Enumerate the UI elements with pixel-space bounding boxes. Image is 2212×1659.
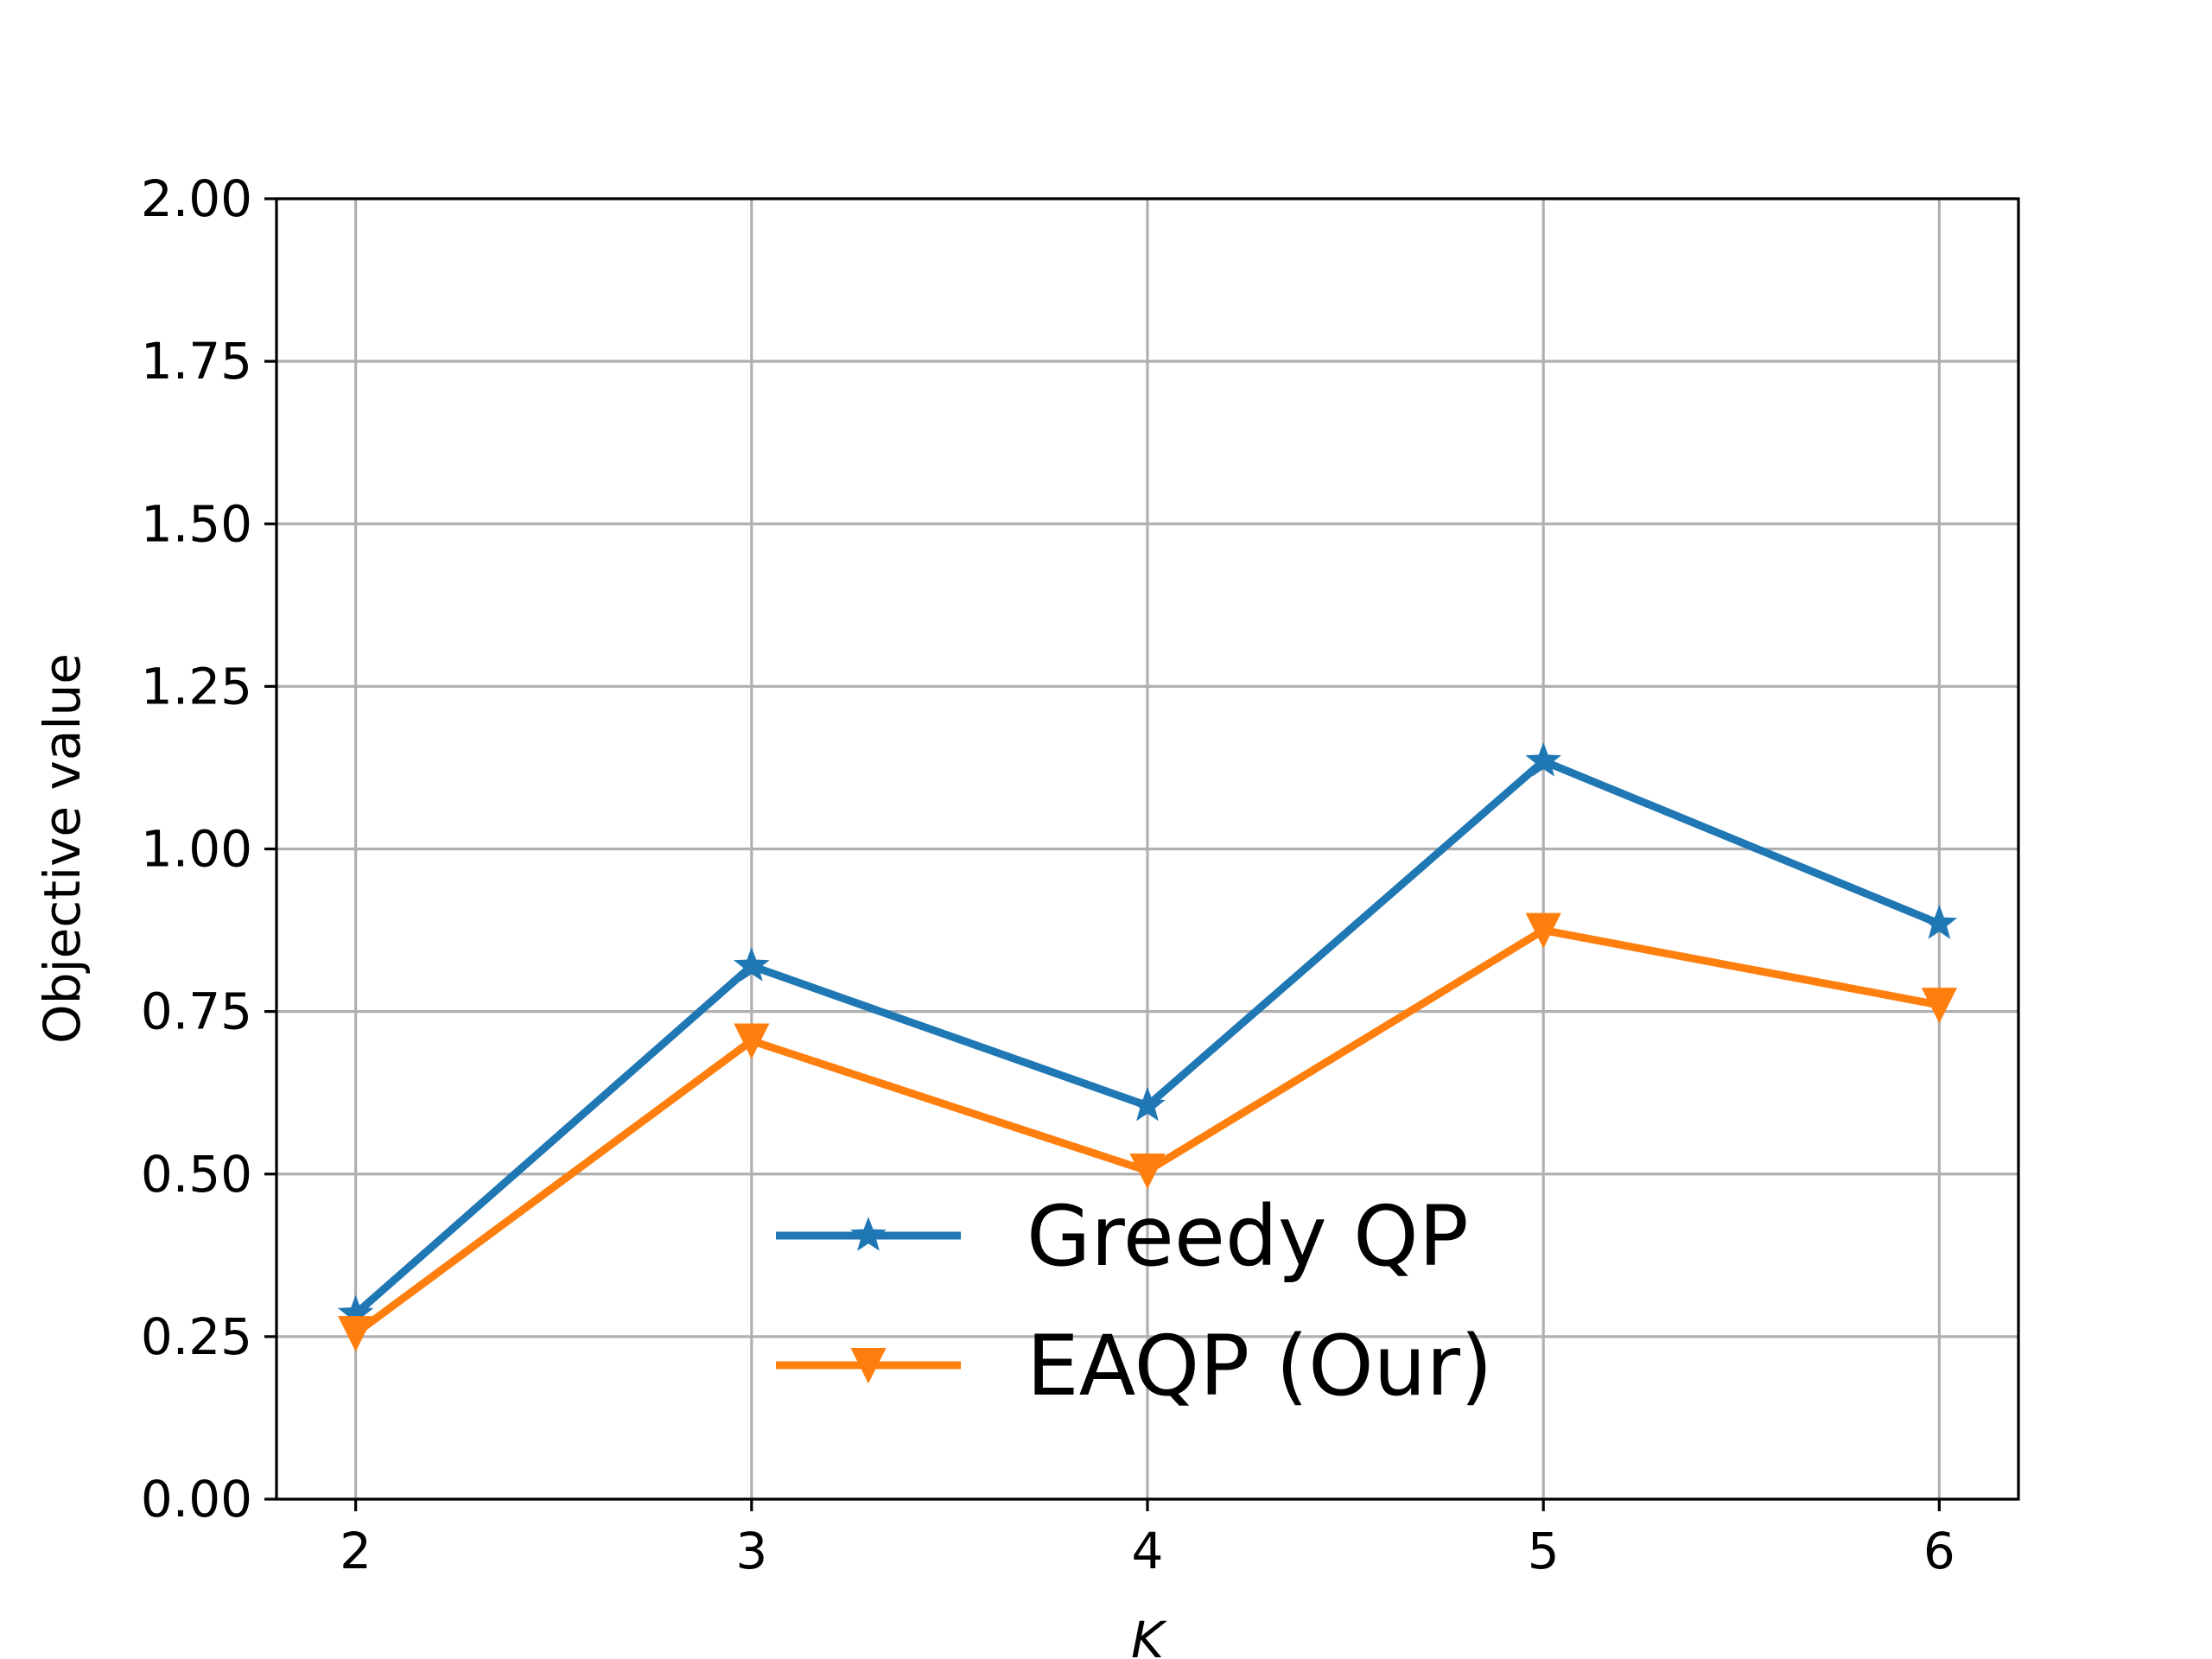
legend-label: EAQP (Our) <box>1027 1318 1492 1414</box>
x-tick-label: 5 <box>1528 1522 1560 1580</box>
y-tick-label: 1.00 <box>141 820 252 879</box>
legend: Greedy QP EAQP (Our) <box>776 1188 1492 1414</box>
series-2 <box>338 912 1957 1352</box>
x-tick-label: 6 <box>1923 1522 1955 1580</box>
data-point <box>1129 1086 1166 1122</box>
y-tick-label: 0.75 <box>141 982 252 1041</box>
data-point <box>733 947 770 982</box>
y-tick-label: 1.75 <box>141 332 252 391</box>
data-point <box>338 1316 374 1352</box>
x-tick-label: 3 <box>735 1522 767 1580</box>
data-point <box>734 1023 770 1059</box>
y-tick-label: 0.25 <box>141 1307 252 1366</box>
data-point <box>1921 988 1957 1024</box>
x-axis-label: K <box>1131 1611 1167 1659</box>
data-point <box>1129 1153 1166 1190</box>
axis-ticks: 2 3 4 5 6 0.00 0.25 0.50 0.75 1.00 1.25 1.50 1.75 2.0… <box>141 169 1955 1580</box>
x-tick-label: 2 <box>340 1522 372 1580</box>
legend-entry: EAQP (Our) <box>776 1318 1492 1414</box>
y-axis-label: Objective value <box>33 653 92 1044</box>
series-layer <box>337 742 1958 1352</box>
series-1 <box>337 742 1958 1330</box>
y-tick-label: 1.25 <box>141 657 252 715</box>
legend-label: Greedy QP <box>1027 1188 1469 1285</box>
legend-marker <box>850 1348 887 1384</box>
x-tick-label: 4 <box>1132 1522 1164 1580</box>
data-point <box>1525 742 1562 777</box>
y-tick-label: 0.50 <box>141 1145 252 1204</box>
y-tick-label: 1.50 <box>141 494 252 553</box>
y-tick-label: 0.00 <box>141 1470 252 1529</box>
legend-marker <box>850 1217 887 1251</box>
data-point <box>1921 905 1958 939</box>
legend-entry: Greedy QP <box>776 1188 1469 1285</box>
y-tick-label: 2.00 <box>141 169 252 228</box>
data-point <box>1525 912 1561 949</box>
